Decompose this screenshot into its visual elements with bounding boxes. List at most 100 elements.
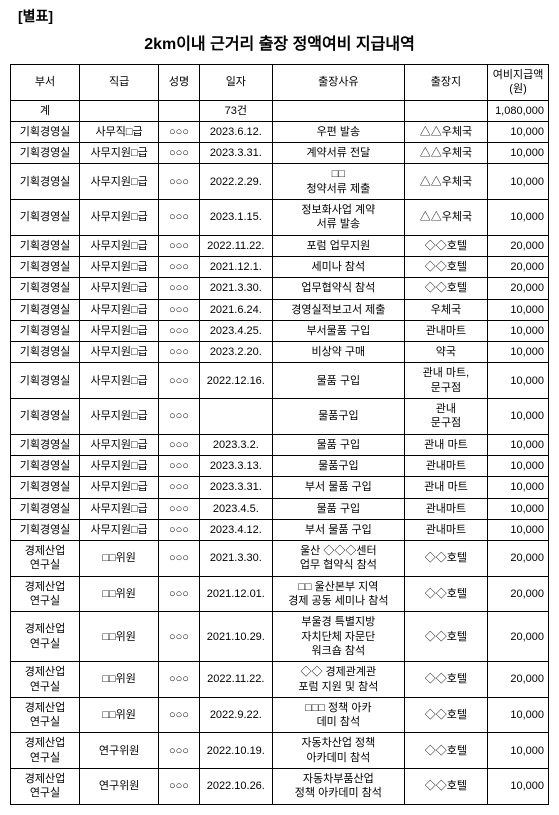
cell-date: 2023.2.20. [199,342,272,363]
header-label: [별표] [18,6,549,26]
cell-dept: 경제산업연구실 [11,662,80,698]
cell-rank: 사무지원□급 [80,342,159,363]
table-row: 기획경영실사무지원□급○○○2023.3.2.물품 구입관내 마트10,000 [11,434,549,455]
cell-dept: 기획경영실 [11,455,80,476]
cell-name: ○○○ [159,612,200,662]
cell-date: 2023.1.15. [199,200,272,236]
cell-amount: 20,000 [488,235,549,256]
cell-reason: 부서물품 구입 [272,320,404,341]
cell-rank: 사무지원□급 [80,498,159,519]
cell-rank: 사무지원□급 [80,399,159,435]
cell-dept: 기획경영실 [11,235,80,256]
cell-name: ○○○ [159,541,200,577]
cell-dept: 경제산업연구실 [11,612,80,662]
cell-amount: 10,000 [488,363,549,399]
cell-dest: 우체국 [404,299,487,320]
col-name: 성명 [159,65,200,101]
cell-amount: 20,000 [488,662,549,698]
cell-amount: 10,000 [488,299,549,320]
cell-dest: ◇◇호텔 [404,697,487,733]
cell-dept: 기획경영실 [11,363,80,399]
col-amt: 여비지급액 (원) [488,65,549,101]
cell-reason: 부서 물품 구입 [272,477,404,498]
cell-date [199,399,272,435]
cell-dept: 계 [11,100,80,121]
cell-dest: 관내마트 [404,320,487,341]
cell-reason: 정보화사업 계약서류 발송 [272,200,404,236]
cell-reason: 자동차부품산업정책 아카데미 참석 [272,768,404,804]
cell-dest: ◇◇호텔 [404,576,487,612]
cell-rank: 사무지원□급 [80,278,159,299]
cell-rank: 사무지원□급 [80,455,159,476]
cell-dept: 기획경영실 [11,200,80,236]
cell-dept: 기획경영실 [11,143,80,164]
cell-name: ○○○ [159,164,200,200]
cell-reason: 부서 물품 구입 [272,519,404,540]
cell-date: 2023.4.5. [199,498,272,519]
cell-dest: 관내 마트 [404,477,487,498]
cell-amount: 10,000 [488,164,549,200]
cell-rank: □□위원 [80,576,159,612]
cell-reason: 물품 구입 [272,434,404,455]
cell-date: 2023.4.12. [199,519,272,540]
cell-dest: △△우체국 [404,164,487,200]
cell-reason: 물품구입 [272,455,404,476]
table-row: 경제산업연구실□□위원○○○2022.9.22.□□□ 정책 아카데미 참석◇◇… [11,697,549,733]
cell-name: ○○○ [159,477,200,498]
cell-name: ○○○ [159,235,200,256]
cell-name: ○○○ [159,498,200,519]
col-date: 일자 [199,65,272,101]
cell-date: 2022.10.19. [199,733,272,769]
cell-rank: 사무직□급 [80,121,159,142]
cell-amount: 10,000 [488,200,549,236]
cell-name: ○○○ [159,200,200,236]
table-row: 경제산업연구실연구위원○○○2022.10.19.자동차산업 정책아카데미 참석… [11,733,549,769]
cell-dept: 기획경영실 [11,342,80,363]
cell-name: ○○○ [159,733,200,769]
table-total-row: 계73건1,080,000 [11,100,549,121]
table-row: 기획경영실사무지원□급○○○2021.12.1.세미나 참석◇◇호텔20,000 [11,256,549,277]
cell-reason: 울산 ◇◇◇센터업무 협약식 참석 [272,541,404,577]
cell-amount: 10,000 [488,768,549,804]
cell-name: ○○○ [159,697,200,733]
cell-dest: ◇◇호텔 [404,768,487,804]
col-reason: 출장사유 [272,65,404,101]
cell-name: ○○○ [159,455,200,476]
cell-amount: 1,080,000 [488,100,549,121]
cell-reason: 물품구입 [272,399,404,435]
cell-dest: 관내마트 [404,519,487,540]
cell-reason: 경영실적보고서 제출 [272,299,404,320]
cell-dest: 관내 마트,문구점 [404,363,487,399]
cell-name: ○○○ [159,768,200,804]
cell-dest [404,100,487,121]
cell-dest: △△우체국 [404,200,487,236]
cell-dept: 기획경영실 [11,498,80,519]
cell-dept: 기획경영실 [11,256,80,277]
cell-name: ○○○ [159,576,200,612]
cell-amount: 10,000 [488,121,549,142]
cell-dest: △△우체국 [404,121,487,142]
cell-dest: △△우체국 [404,143,487,164]
cell-name: ○○○ [159,363,200,399]
cell-date: 2023.3.31. [199,143,272,164]
cell-dest: 관내문구점 [404,399,487,435]
cell-reason: 세미나 참석 [272,256,404,277]
cell-rank [80,100,159,121]
cell-rank: 사무지원□급 [80,143,159,164]
table-header-row: 부서 직급 성명 일자 출장사유 출장지 여비지급액 (원) [11,65,549,101]
cell-rank: 연구위원 [80,768,159,804]
table-row: 기획경영실사무지원□급○○○2023.2.20.비상약 구매약국10,000 [11,342,549,363]
cell-name: ○○○ [159,256,200,277]
cell-dept: 기획경영실 [11,121,80,142]
col-dest: 출장지 [404,65,487,101]
cell-rank: 사무지원□급 [80,434,159,455]
table-row: 기획경영실사무직□급○○○2023.6.12.우편 발송△△우체국10,000 [11,121,549,142]
page-title: 2km이내 근거리 출장 정액여비 지급내역 [10,30,549,54]
cell-amount: 10,000 [488,143,549,164]
cell-date: 2023.3.2. [199,434,272,455]
cell-rank: 사무지원□급 [80,519,159,540]
cell-reason: □□ 울산본부 지역경제 공동 세미나 참석 [272,576,404,612]
cell-dest: 관내마트 [404,498,487,519]
cell-rank: 사무지원□급 [80,256,159,277]
cell-rank: □□위원 [80,662,159,698]
